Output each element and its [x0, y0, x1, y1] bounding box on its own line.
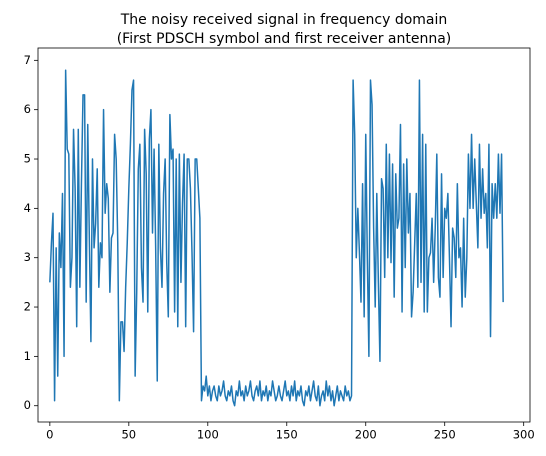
- y-tick-label: 7: [24, 53, 31, 67]
- x-tick-label: 0: [46, 428, 53, 442]
- chart-subtitle: (First PDSCH symbol and first receiver a…: [117, 31, 452, 47]
- x-tick-label: 150: [276, 428, 298, 442]
- y-tick-label: 2: [24, 300, 31, 314]
- plot-frame: [37, 47, 531, 423]
- x-tick-label: 50: [121, 428, 136, 442]
- x-tick-label: 300: [513, 428, 535, 442]
- y-tick-label: 0: [24, 398, 31, 412]
- y-tick-label: 3: [24, 250, 31, 264]
- x-tick-label: 100: [197, 428, 219, 442]
- x-tick-label: 200: [355, 428, 377, 442]
- data-line: [49, 69, 504, 407]
- y-tick-label: 6: [24, 102, 31, 116]
- y-tick-label: 5: [24, 152, 31, 166]
- y-tick-label: 1: [24, 349, 31, 363]
- y-tick-label: 4: [24, 201, 31, 215]
- x-tick-label: 250: [434, 428, 456, 442]
- chart-title: The noisy received signal in frequency d…: [120, 12, 448, 28]
